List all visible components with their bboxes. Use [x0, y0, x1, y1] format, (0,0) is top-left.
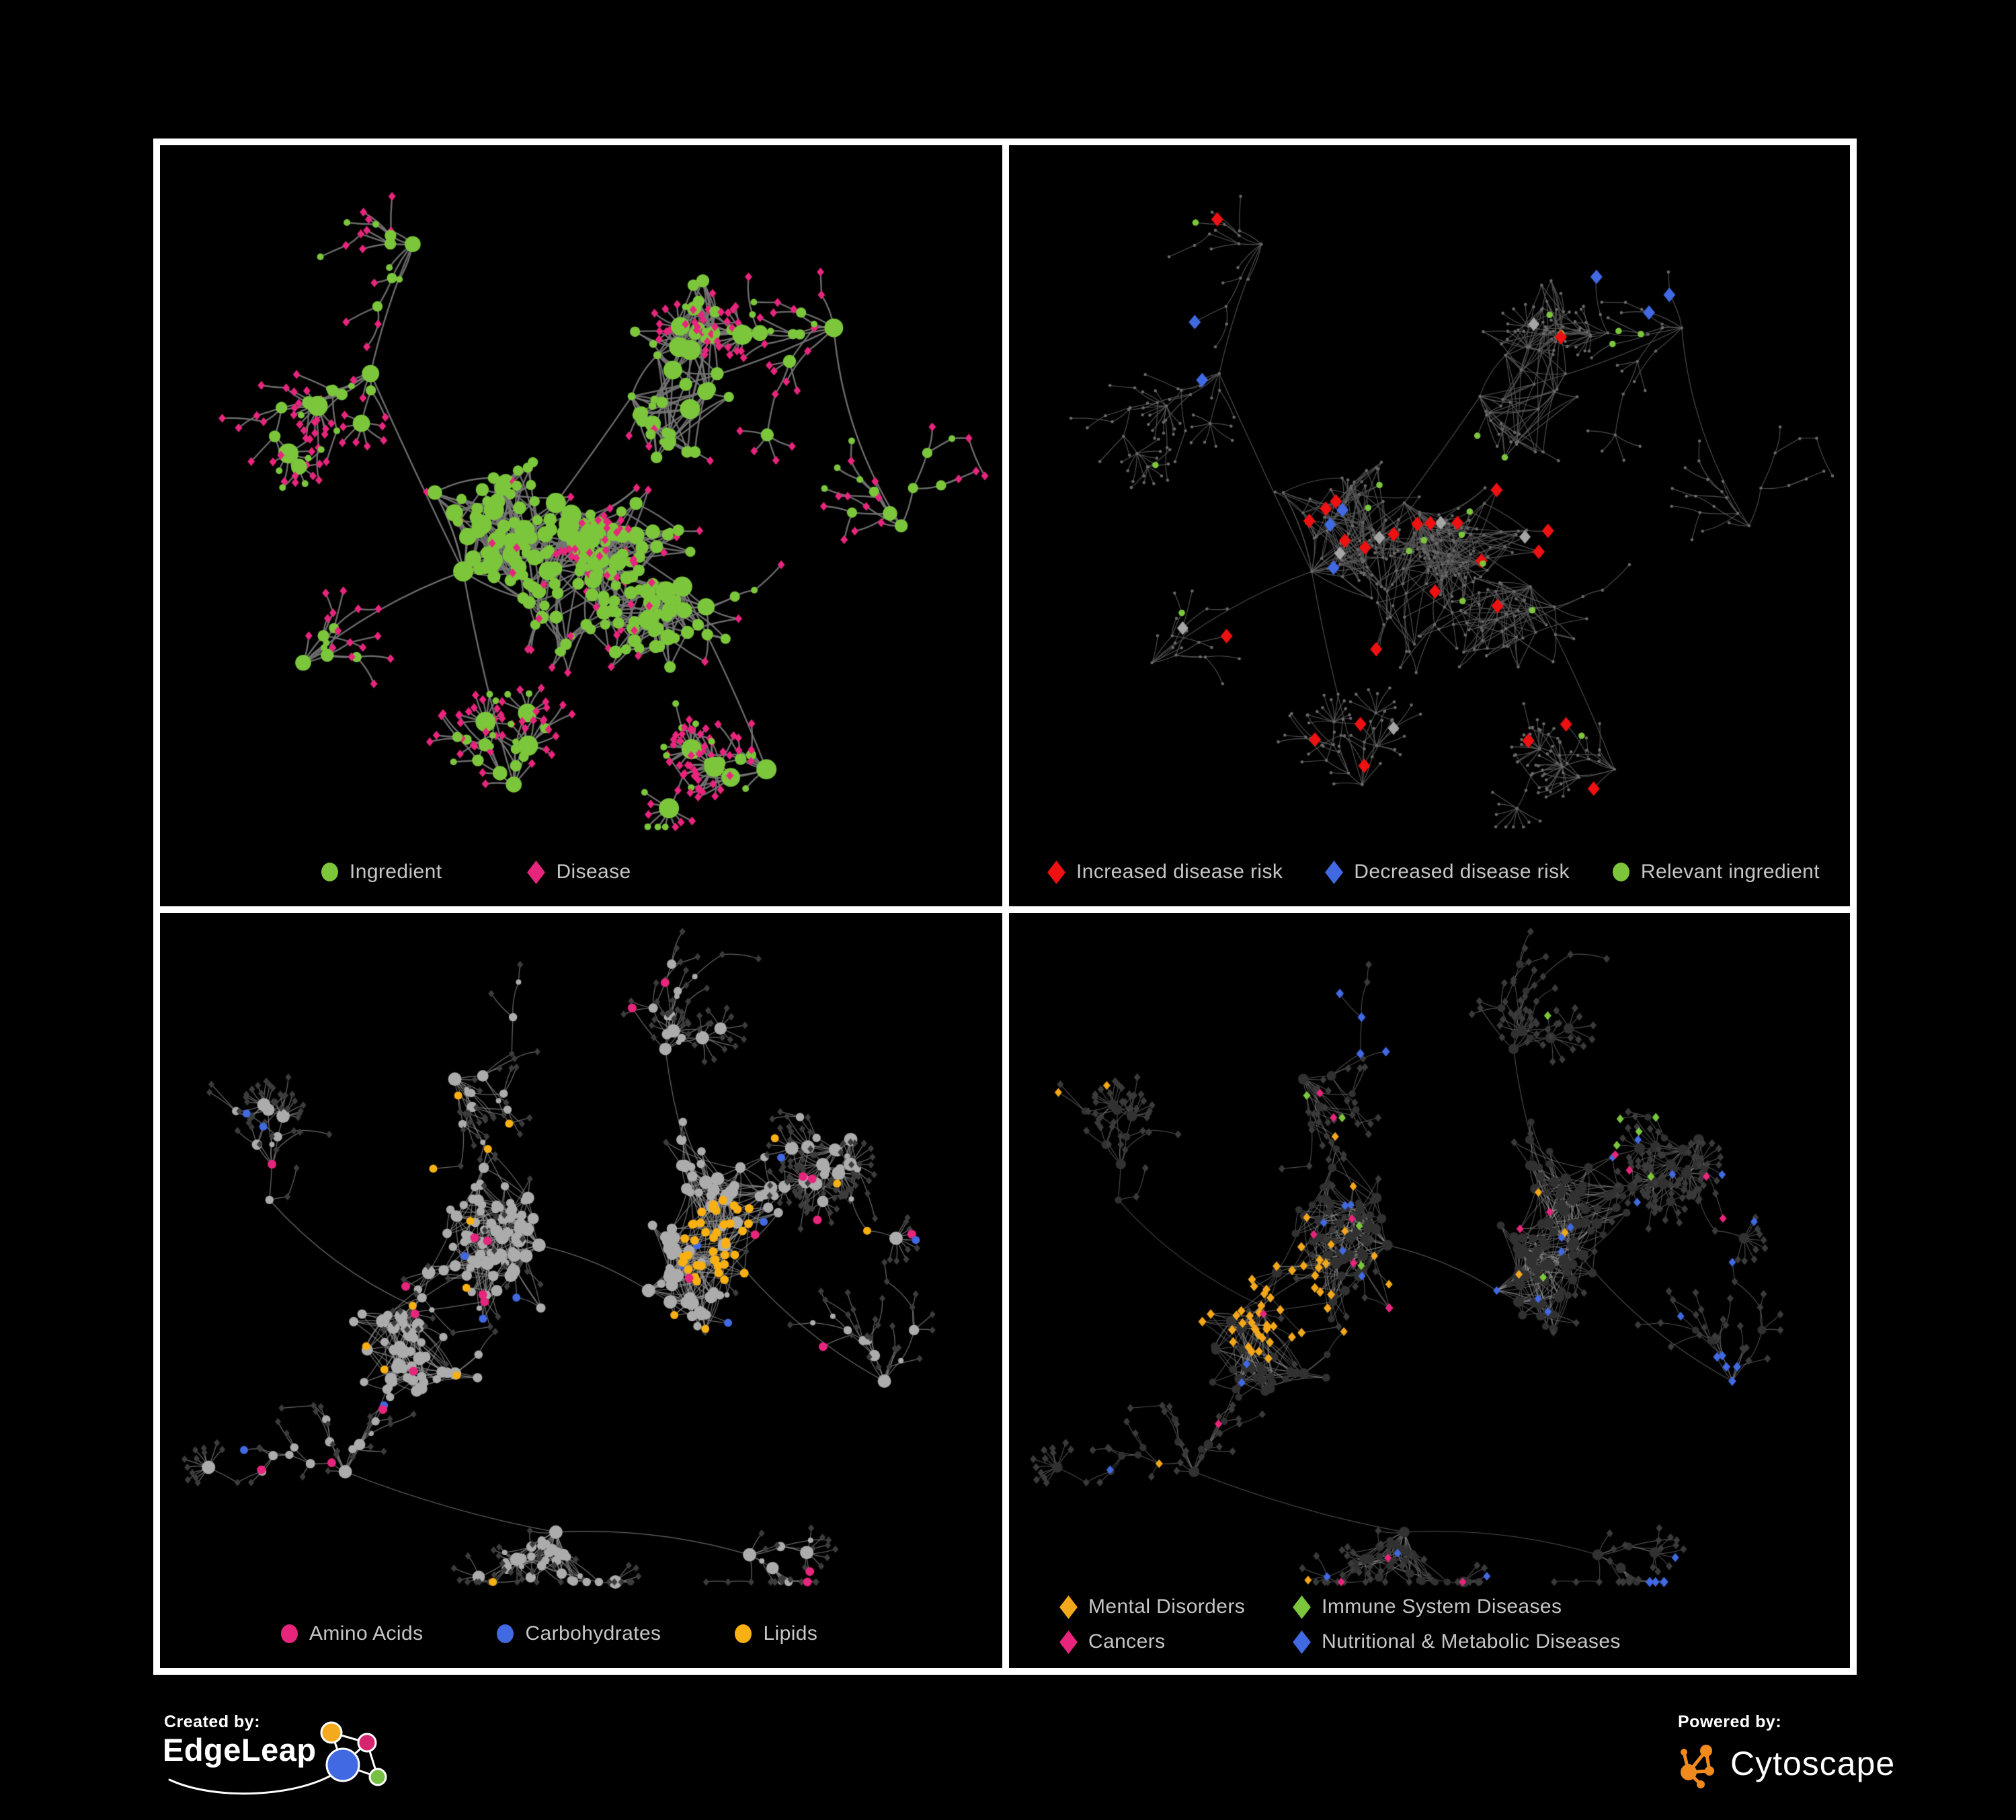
legend-item: Lipids [735, 1622, 817, 1645]
cytoscape-brand: Cytoscape [1730, 1745, 1896, 1782]
legend-label: Disease [556, 861, 631, 883]
legend-label: Increased disease risk [1076, 861, 1283, 883]
network-graph-metabolite-classes [160, 913, 1002, 1668]
carbohydrates-circle-icon [497, 1624, 514, 1643]
legend-item: Nutritional & Metabolic Diseases [1293, 1630, 1621, 1654]
powered-by-block: Powered by: Cytoscape [1678, 1712, 1900, 1800]
legend-label: Relevant ingredient [1640, 861, 1820, 883]
legend-item: Disease [527, 860, 631, 884]
mental-disorders-diamond-icon [1059, 1595, 1078, 1619]
disease-diamond-icon [527, 860, 546, 884]
increased-risk-diamond-icon [1047, 860, 1065, 884]
lipids-circle-icon [735, 1624, 752, 1643]
ingredient-circle-icon [321, 863, 338, 881]
legend-metabolite-classes: Amino Acids Carbohydrates Lipids [160, 1622, 817, 1645]
legend-item: Cancers [1059, 1630, 1245, 1654]
legend-label: Immune System Diseases [1322, 1595, 1562, 1618]
legend-item: Immune System Diseases [1293, 1595, 1621, 1619]
nutritional-metabolic-diamond-icon [1293, 1630, 1312, 1654]
cytoscape-logo-icon [1681, 1745, 1714, 1788]
legend-item: Ingredient [321, 861, 442, 883]
legend-label: Lipids [763, 1622, 818, 1645]
legend-item: Increased disease risk [1047, 860, 1283, 884]
panel-metabolite-classes: Amino Acids Carbohydrates Lipids [160, 913, 1002, 1668]
panel-disease-categories: Mental Disorders Immune System Diseases … [1009, 913, 1850, 1668]
amino-acids-circle-icon [281, 1624, 298, 1643]
network-graph-disease-categories [1009, 913, 1850, 1668]
network-graph-disease-risk [1009, 145, 1850, 906]
legend-item: Relevant ingredient [1612, 861, 1820, 883]
legend-label: Carbohydrates [525, 1622, 661, 1645]
four-panel-grid: Ingredient Disease Increased disease ris… [153, 139, 1857, 1675]
legend-label: Ingredient [350, 861, 442, 883]
decreased-risk-diamond-icon [1325, 860, 1344, 884]
created-by-caption: Created by: [164, 1712, 261, 1731]
legend-item: Mental Disorders [1059, 1595, 1246, 1619]
edgeleap-brand: EdgeLeap [163, 1732, 317, 1768]
legend-label: Decreased disease risk [1354, 861, 1570, 883]
edgeleap-logo-icon [168, 1721, 387, 1795]
legend-item: Amino Acids [281, 1622, 423, 1645]
relevant-ingredient-circle-icon [1612, 863, 1629, 881]
panel-disease-risk: Increased disease risk Decreased disease… [1009, 145, 1850, 906]
panel-ingredient-disease: Ingredient Disease [160, 145, 1002, 906]
legend-item: Decreased disease risk [1325, 860, 1570, 884]
legend-disease-categories: Mental Disorders Immune System Diseases … [1059, 1595, 1621, 1654]
powered-by-caption: Powered by: [1678, 1712, 1782, 1731]
legend-disease-risk: Increased disease risk Decreased disease… [1009, 860, 1820, 884]
legend-item: Carbohydrates [497, 1622, 661, 1645]
created-by-block: Created by: EdgeLeap [161, 1712, 410, 1800]
cancers-diamond-icon [1059, 1630, 1078, 1654]
legend-label: Nutritional & Metabolic Diseases [1322, 1630, 1621, 1653]
legend-label: Mental Disorders [1088, 1595, 1246, 1618]
network-graph-ingredient-disease [160, 145, 1002, 906]
legend-label: Cancers [1088, 1630, 1166, 1653]
legend-ingredient-disease: Ingredient Disease [160, 860, 631, 884]
legend-label: Amino Acids [309, 1622, 424, 1645]
immune-system-diseases-diamond-icon [1293, 1595, 1312, 1619]
